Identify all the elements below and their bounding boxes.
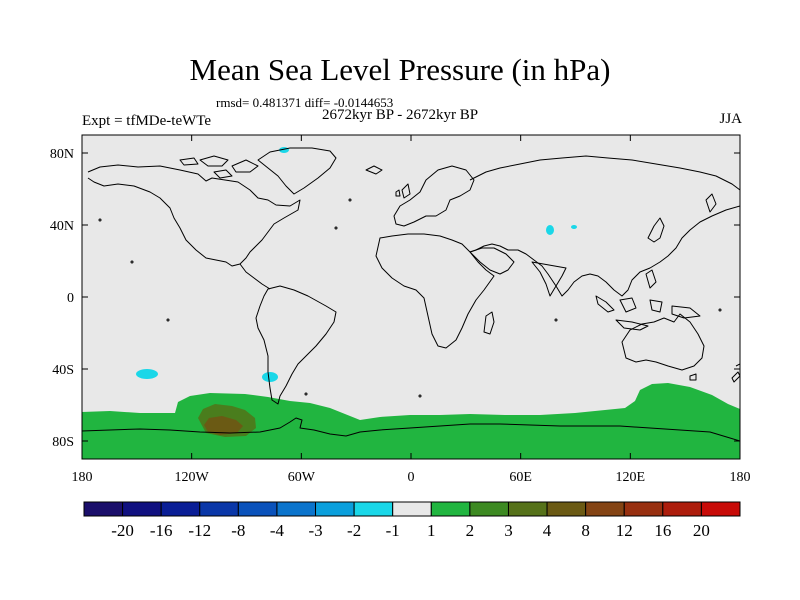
- coastline-india: [531, 261, 567, 297]
- colorbar-swatch: [276, 501, 317, 517]
- colorbar-label: 8: [581, 521, 590, 540]
- lat-tick-label: 0: [67, 291, 74, 306]
- coastline-europe: [393, 165, 475, 227]
- lon-tick-label: 120E: [616, 470, 646, 485]
- colorbar-label: -8: [231, 521, 245, 540]
- colorbar-label: 1: [427, 521, 436, 540]
- colorbar-label: -16: [150, 521, 173, 540]
- map-panel: 80N 40N 0 40S 80S 180 120W 60W 0 60E 120E 180: [50, 134, 751, 485]
- coastline-tasmania: [689, 373, 697, 381]
- coastline-africa: [375, 233, 495, 349]
- lat-tick-label: 40S: [52, 363, 74, 378]
- colorbar-swatch: [507, 501, 548, 517]
- colorbar-label: 3: [504, 521, 513, 540]
- coastlines: [82, 147, 740, 442]
- lon-tick-label: 180: [72, 470, 93, 485]
- contour-fills: [82, 147, 740, 459]
- colorbar-swatch: [469, 501, 509, 517]
- coastline-asia: [469, 155, 740, 297]
- latitude-axis: 80N 40N 0 40S 80S: [50, 147, 740, 450]
- cyan-patch-south-pacific: [136, 369, 158, 379]
- coastline-madagascar: [483, 311, 495, 335]
- coastline-new-zealand: [731, 363, 740, 383]
- season-label: JJA: [719, 111, 742, 127]
- lon-tick-label: 120W: [175, 470, 210, 485]
- colorbar: -20 -16 -12 -8 -4 -3 -2 -1 1 2 3 4 8 12 16 20: [83, 501, 741, 540]
- coastline-iceland: [365, 165, 383, 175]
- colorbar-label: -4: [270, 521, 285, 540]
- stats-text: rmsd= 0.481371 diff= -0.0144653: [216, 95, 394, 110]
- coastline-north-america: [87, 164, 301, 267]
- colorbar-swatch: [83, 501, 124, 517]
- colorbar-label: 16: [654, 521, 671, 540]
- lat-tick-label: 80N: [50, 147, 74, 162]
- colorbar-swatch: [662, 501, 702, 517]
- coastline-antarctica: [82, 417, 740, 442]
- colorbar-label: 2: [466, 521, 475, 540]
- coastline-arctic-islands: [179, 155, 259, 179]
- colorbar-label: 4: [543, 521, 552, 540]
- colorbar-swatch: [392, 501, 432, 517]
- colorbar-label: -2: [347, 521, 361, 540]
- lon-tick-label: 0: [408, 470, 415, 485]
- experiment-label: Expt = tfMDe-teWTe: [82, 113, 212, 129]
- coastline-small-islands: [98, 198, 722, 398]
- lat-tick-label: 40N: [50, 219, 74, 234]
- colorbar-swatch: [122, 501, 162, 517]
- coastline-australia: [621, 313, 705, 371]
- coastline-kamchatka: [705, 193, 717, 213]
- coastline-british-isles: [395, 183, 411, 199]
- colorbar-swatch: [315, 501, 355, 517]
- colorbar-label: 12: [616, 521, 633, 540]
- coastline-south-america: [255, 285, 337, 405]
- cyan-patch-tibet-west: [546, 225, 554, 235]
- colorbar-label: -12: [188, 521, 211, 540]
- map-title: Mean Sea Level Pressure (in hPa): [189, 52, 611, 87]
- colorbar-label: -3: [308, 521, 322, 540]
- colorbar-swatch: [430, 501, 471, 517]
- colorbar-swatch: [160, 501, 201, 517]
- lon-tick-label: 60E: [509, 470, 532, 485]
- colorbar-swatch: [700, 501, 741, 517]
- colorbar-swatch: [199, 501, 239, 517]
- antarctic-green-region: [82, 383, 740, 459]
- period-label: 2672kyr BP - 2672kyr BP: [322, 107, 479, 123]
- colorbar-swatch: [585, 501, 625, 517]
- colorbar-label: -20: [111, 521, 134, 540]
- cyan-patch-tibet-east: [571, 225, 577, 229]
- colorbar-swatch: [353, 501, 394, 517]
- lon-tick-label: 180: [730, 470, 751, 485]
- coastline-indonesia: [595, 295, 701, 331]
- coastline-philippines: [645, 269, 657, 289]
- cyan-patch-chile: [262, 372, 278, 382]
- lon-tick-label: 60W: [288, 470, 316, 485]
- lat-tick-label: 80S: [52, 435, 74, 450]
- colorbar-label: 20: [693, 521, 710, 540]
- longitude-axis: 180 120W 60W 0 60E 120E 180: [72, 135, 751, 485]
- brown-core-region: [204, 416, 243, 435]
- coastline-japan: [647, 217, 665, 243]
- coastline-greenland: [257, 147, 337, 195]
- coastline-central-america: [239, 263, 271, 290]
- colorbar-swatch: [546, 501, 587, 517]
- colorbar-swatch: [237, 501, 278, 517]
- colorbar-label: -1: [386, 521, 400, 540]
- coastline-arabia: [469, 247, 515, 275]
- colorbar-swatch: [623, 501, 664, 517]
